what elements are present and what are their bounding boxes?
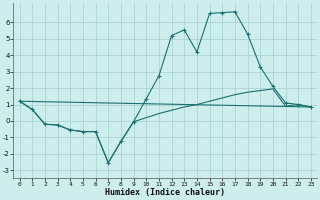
X-axis label: Humidex (Indice chaleur): Humidex (Indice chaleur) xyxy=(105,188,225,197)
